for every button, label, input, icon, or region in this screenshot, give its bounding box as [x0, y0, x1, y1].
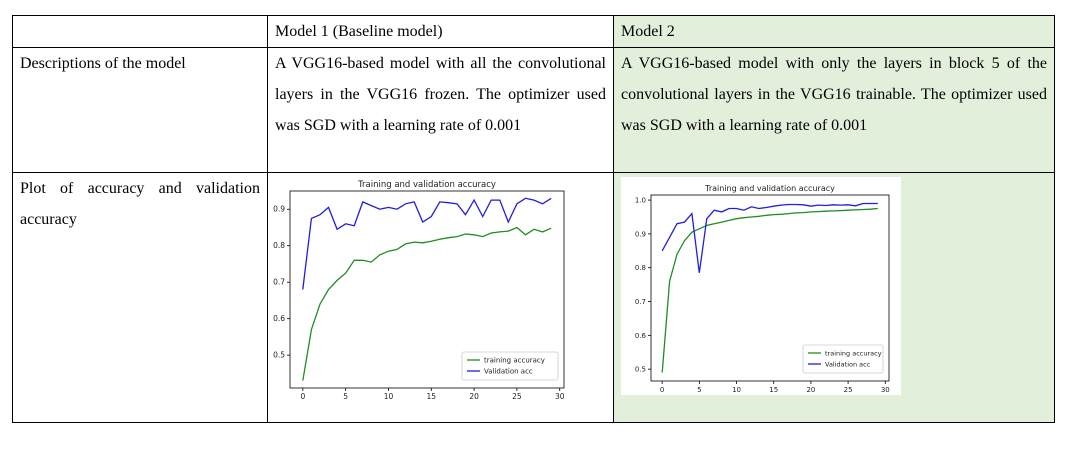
x-tick-label: 30 — [881, 386, 890, 394]
y-tick-label: 0.5 — [273, 351, 285, 360]
legend-label: training accuracy — [825, 350, 882, 358]
comparison-table: Model 1 (Baseline model) Model 2 Descrip… — [12, 15, 1055, 423]
x-tick-label: 30 — [555, 392, 565, 401]
y-tick-label: 0.6 — [635, 332, 647, 340]
row-label-plot: Plot of accuracy and validation accuracy — [12, 172, 268, 423]
x-tick-label: 25 — [844, 386, 853, 394]
y-tick-label: 0.7 — [635, 298, 646, 306]
model-2-plot-cell: Training and validation accuracy 0.5 0.6 0.… — [613, 172, 1055, 423]
x-tick-label: 0 — [660, 386, 664, 394]
y-tick-label: 0.5 — [635, 366, 646, 374]
x-tick-label: 0 — [300, 392, 305, 401]
table-header-row: Model 1 (Baseline model) Model 2 — [12, 15, 1055, 48]
y-tick-label: 0.9 — [273, 205, 285, 214]
row-label-descriptions: Descriptions of the model — [12, 47, 268, 173]
x-tick-label: 5 — [343, 392, 348, 401]
x-tick-label: 25 — [512, 392, 522, 401]
header-model-2: Model 2 — [613, 15, 1055, 48]
legend-label: Validation acc — [825, 361, 871, 369]
x-tick-label: 5 — [697, 386, 701, 394]
x-tick-label: 10 — [732, 386, 741, 394]
table-row: Descriptions of the model A VGG16-based … — [12, 47, 1055, 173]
x-tick-label: 15 — [427, 392, 437, 401]
legend-label: training accuracy — [484, 357, 545, 365]
validation-accuracy-line — [661, 202, 878, 273]
y-tick-label: 1.0 — [635, 197, 646, 205]
table-row: Plot of accuracy and validation accuracy… — [12, 172, 1055, 423]
chart-title: Training and validation accuracy — [704, 184, 835, 193]
legend-box — [802, 344, 884, 374]
header-empty-cell — [12, 15, 268, 48]
model-1-description: A VGG16-based model with all the convolu… — [267, 47, 614, 173]
training-accuracy-line — [661, 207, 878, 373]
chart-title: Training and validation accuracy — [357, 180, 496, 190]
header-model-1: Model 1 (Baseline model) — [267, 15, 614, 48]
model-2-accuracy-chart: Training and validation accuracy 0.5 0.6 0.… — [621, 177, 901, 395]
model-2-description: A VGG16-based model with only the layers… — [613, 47, 1055, 173]
plot-frame — [650, 194, 890, 382]
x-tick-label: 15 — [769, 386, 778, 394]
x-tick-label: 20 — [806, 386, 815, 394]
legend-label: Validation acc — [484, 368, 533, 376]
legend-box — [461, 351, 559, 381]
x-tick-label: 10 — [384, 392, 394, 401]
plot-frame — [289, 190, 565, 389]
y-tick-label: 0.9 — [635, 230, 646, 238]
training-accuracy-line — [302, 226, 552, 381]
x-tick-label: 20 — [469, 392, 479, 401]
model-1-plot-cell: Training and validation accuracy 0.5 0.6 0.… — [267, 172, 614, 423]
validation-accuracy-line — [302, 197, 552, 290]
y-tick-label: 0.6 — [273, 314, 285, 323]
y-tick-label: 0.8 — [635, 264, 646, 272]
model-1-accuracy-chart: Training and validation accuracy 0.5 0.6 0.… — [268, 177, 600, 413]
y-tick-label: 0.8 — [273, 241, 285, 250]
y-tick-label: 0.7 — [273, 278, 285, 287]
